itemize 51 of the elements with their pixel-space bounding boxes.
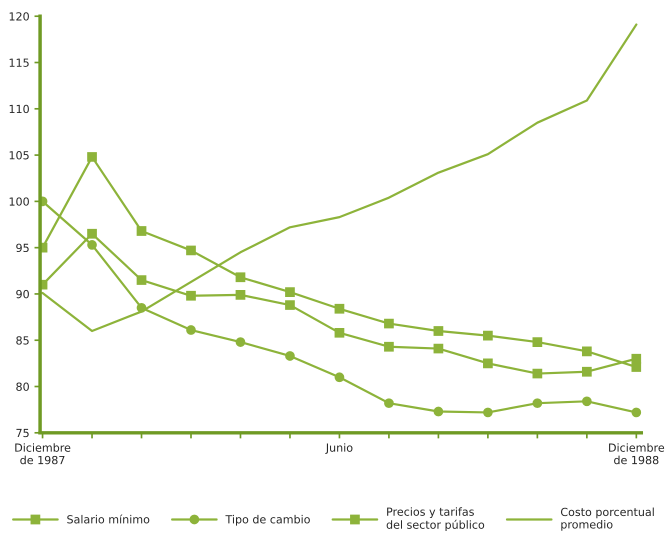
point bbox=[186, 290, 196, 301]
point bbox=[384, 318, 394, 328]
point bbox=[236, 272, 246, 282]
point bbox=[136, 226, 146, 236]
y-tick-label: 80 bbox=[16, 382, 29, 391]
y-tick-label: 110 bbox=[10, 104, 29, 114]
point bbox=[434, 406, 444, 416]
point bbox=[236, 337, 246, 347]
point bbox=[384, 398, 394, 408]
x-tick-label: Diciembre de 1987 bbox=[15, 443, 70, 464]
legend-label: Tipo de cambio bbox=[225, 514, 310, 526]
legend-label: Precios y tarifas del sector público bbox=[386, 507, 484, 531]
point bbox=[532, 337, 542, 347]
point bbox=[582, 396, 592, 406]
point bbox=[334, 372, 344, 382]
point bbox=[285, 287, 295, 297]
y-tick-label: 115 bbox=[10, 58, 29, 67]
y-tick-label: 85 bbox=[16, 336, 29, 345]
point bbox=[483, 408, 493, 418]
point bbox=[136, 275, 146, 285]
point bbox=[434, 344, 444, 354]
point bbox=[532, 398, 542, 408]
y-tick-label: 90 bbox=[16, 290, 29, 298]
y-tick-label: 120 bbox=[10, 12, 29, 21]
point bbox=[631, 408, 642, 418]
point bbox=[384, 342, 394, 352]
point bbox=[186, 325, 196, 335]
point bbox=[582, 346, 592, 356]
point bbox=[87, 240, 97, 250]
y-tick-label: 105 bbox=[10, 151, 29, 160]
point bbox=[631, 354, 642, 364]
y-tick-label: 100 bbox=[10, 197, 29, 206]
point bbox=[582, 366, 592, 377]
point bbox=[334, 304, 344, 314]
point bbox=[483, 358, 493, 368]
point bbox=[186, 246, 196, 256]
point bbox=[285, 300, 295, 310]
point bbox=[236, 290, 246, 300]
point bbox=[87, 228, 97, 239]
point bbox=[87, 152, 97, 162]
legend-label: Salario mínimo bbox=[67, 514, 150, 524]
x-tick-label: Diciembre de 1988 bbox=[609, 443, 664, 464]
y-tick-label: 95 bbox=[16, 244, 29, 252]
point bbox=[532, 368, 542, 378]
x-tick-label: Junio bbox=[325, 443, 352, 454]
point bbox=[434, 326, 444, 336]
point bbox=[334, 328, 344, 338]
point bbox=[483, 330, 493, 340]
point bbox=[285, 351, 295, 361]
y-tick-label: 75 bbox=[16, 428, 29, 438]
legend-label: Costo porcentual promedio bbox=[560, 508, 654, 531]
